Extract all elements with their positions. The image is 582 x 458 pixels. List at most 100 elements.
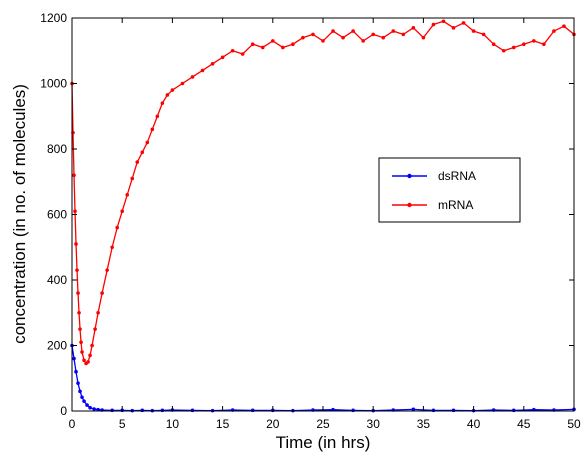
series-point-dsrna bbox=[351, 408, 355, 413]
legend: dsRNA mRNA bbox=[378, 157, 521, 223]
series-point-mrna bbox=[130, 176, 135, 181]
series-point-mrna bbox=[451, 26, 456, 30]
series-point-mrna bbox=[421, 35, 426, 40]
series-point-dsrna bbox=[80, 395, 84, 400]
x-tick-label: 40 bbox=[467, 417, 481, 431]
series-point-mrna bbox=[361, 39, 365, 43]
series-point-mrna bbox=[72, 173, 76, 177]
series-point-mrna bbox=[155, 114, 160, 119]
series-point-dsrna bbox=[250, 408, 255, 413]
series-point-mrna bbox=[180, 81, 185, 86]
y-axis-label: concentration (in no. of molecules) bbox=[10, 84, 29, 344]
y-tick-label: 1200 bbox=[40, 11, 67, 25]
series-point-dsrna bbox=[110, 408, 114, 413]
series-point-mrna bbox=[391, 29, 396, 33]
series-point-dsrna bbox=[72, 356, 76, 361]
series-point-dsrna bbox=[190, 408, 195, 413]
series-point-mrna bbox=[135, 160, 140, 164]
series-point-mrna bbox=[74, 242, 78, 246]
series-point-mrna bbox=[301, 35, 305, 40]
legend-mrna-label: mRNA bbox=[438, 198, 473, 212]
series-point-dsrna bbox=[82, 399, 86, 403]
series-point-mrna bbox=[471, 29, 476, 33]
series-layer bbox=[70, 19, 576, 413]
y-tick-label: 1000 bbox=[40, 77, 67, 91]
series-point-mrna bbox=[220, 55, 225, 60]
legend-box bbox=[378, 157, 521, 223]
series-point-mrna bbox=[82, 358, 86, 363]
series-point-mrna bbox=[78, 327, 82, 331]
series-point-mrna bbox=[371, 32, 376, 37]
series-point-dsrna bbox=[92, 407, 96, 411]
series-point-mrna bbox=[481, 32, 486, 37]
x-tick-label: 0 bbox=[69, 417, 76, 431]
series-point-mrna bbox=[491, 42, 496, 46]
tick-layer: 0 5 10 15 20 25 30 35 40 45 50 0 200 400 600 800 1000 120… bbox=[40, 11, 581, 431]
series-point-mrna bbox=[210, 62, 215, 66]
series-point-mrna bbox=[140, 150, 145, 155]
series-point-mrna bbox=[105, 268, 109, 272]
series-point-mrna bbox=[341, 35, 345, 40]
series-point-mrna bbox=[511, 45, 516, 50]
x-tick-label: 30 bbox=[367, 417, 381, 431]
series-point-mrna bbox=[501, 48, 506, 53]
y-tick-label: 800 bbox=[47, 142, 67, 156]
series-point-mrna bbox=[230, 48, 235, 53]
series-point-mrna bbox=[461, 21, 466, 25]
series-point-mrna bbox=[96, 310, 100, 315]
series-point-mrna bbox=[190, 75, 195, 79]
series-point-dsrna bbox=[74, 369, 78, 374]
series-point-mrna bbox=[411, 26, 416, 30]
legend-dsrna-label: dsRNA bbox=[438, 169, 476, 183]
legend-mrna-marker bbox=[407, 202, 412, 208]
x-tick-label: 10 bbox=[166, 417, 180, 431]
series-point-mrna bbox=[115, 225, 119, 230]
series-point-mrna bbox=[120, 209, 124, 214]
series-point-mrna bbox=[165, 93, 170, 97]
series-point-dsrna bbox=[411, 407, 416, 412]
plot-frame bbox=[71, 17, 575, 412]
series-point-mrna bbox=[562, 24, 566, 28]
series-point-mrna bbox=[542, 42, 546, 46]
series-point-mrna bbox=[88, 353, 92, 358]
series-point-dsrna bbox=[140, 408, 145, 413]
y-tick-label: 200 bbox=[47, 339, 67, 353]
series-point-dsrna bbox=[78, 389, 82, 394]
legend-dsrna-marker bbox=[407, 173, 412, 179]
series-point-mrna bbox=[532, 39, 536, 43]
series-point-mrna bbox=[93, 327, 97, 331]
series-point-mrna bbox=[80, 350, 84, 354]
series-point-mrna bbox=[321, 39, 325, 43]
series-point-mrna bbox=[145, 140, 150, 145]
x-tick-label: 35 bbox=[417, 417, 431, 431]
series-point-dsrna bbox=[511, 408, 516, 413]
x-tick-label: 20 bbox=[266, 417, 280, 431]
series-point-mrna bbox=[401, 32, 406, 37]
y-tick-label: 600 bbox=[47, 208, 67, 222]
series-point-mrna bbox=[281, 45, 285, 50]
series-point-mrna bbox=[441, 19, 446, 24]
series-point-mrna bbox=[331, 29, 335, 33]
series-point-mrna bbox=[77, 310, 81, 315]
series-point-dsrna bbox=[88, 405, 92, 410]
y-tick-label: 0 bbox=[60, 404, 67, 418]
series-point-dsrna bbox=[76, 381, 80, 385]
x-tick-label: 50 bbox=[567, 417, 581, 431]
series-point-dsrna bbox=[160, 408, 165, 413]
x-tick-label: 15 bbox=[216, 417, 230, 431]
series-point-mrna bbox=[431, 22, 436, 27]
series-point-dsrna bbox=[451, 408, 456, 413]
series-point-mrna bbox=[260, 45, 265, 50]
series-point-dsrna bbox=[431, 408, 436, 413]
series-point-mrna bbox=[75, 268, 79, 272]
series-point-mrna bbox=[110, 245, 114, 250]
series-point-mrna bbox=[100, 291, 104, 295]
series-point-mrna bbox=[86, 360, 90, 364]
series-point-mrna bbox=[250, 42, 255, 46]
series-point-mrna bbox=[381, 35, 386, 40]
series-point-mrna bbox=[240, 52, 245, 56]
series-point-dsrna bbox=[85, 403, 89, 407]
series-point-mrna bbox=[351, 29, 355, 33]
y-tick-label: 400 bbox=[47, 273, 67, 287]
series-point-mrna bbox=[150, 127, 155, 132]
